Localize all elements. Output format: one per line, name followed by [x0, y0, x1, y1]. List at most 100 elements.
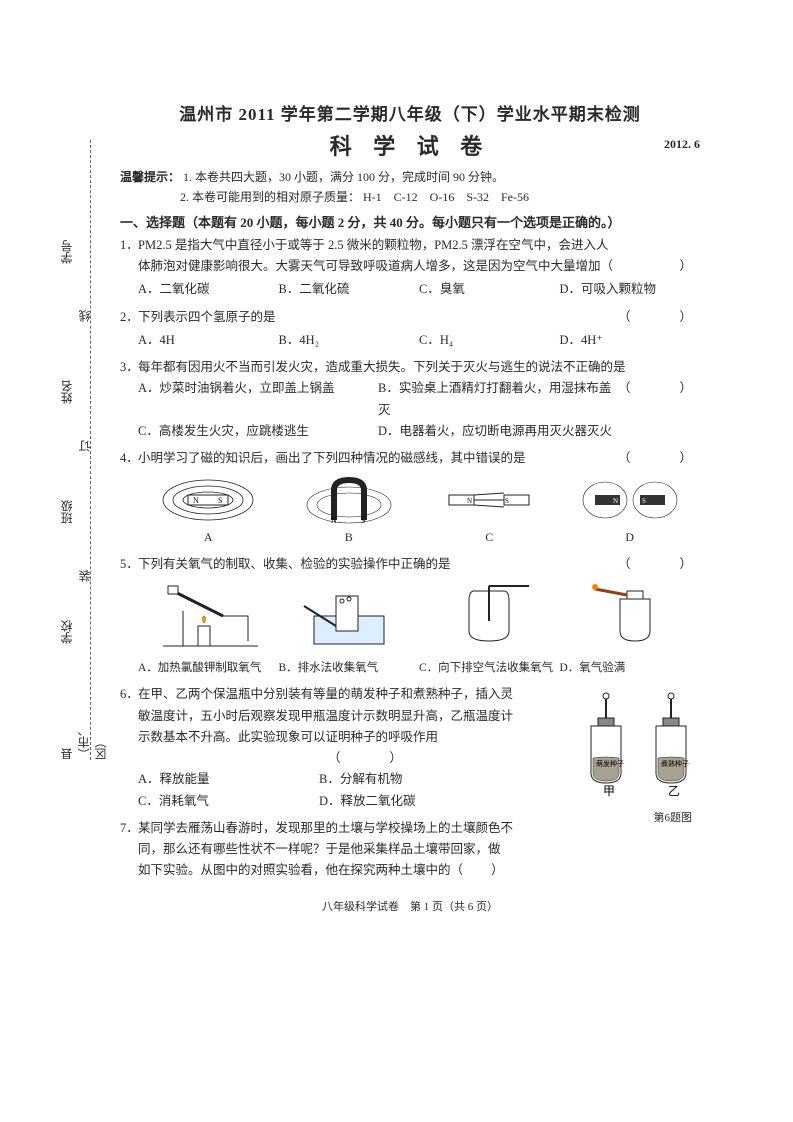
side-zhuang: 装 — [76, 570, 93, 582]
q3-opt-b[interactable]: B．实验桌上酒精灯打翻着火，用湿抹布盖灭 — [378, 378, 618, 421]
q5-fig-a[interactable] — [153, 581, 263, 653]
svg-text:S: S — [505, 497, 509, 505]
q6-opt-b[interactable]: B．分解有机物 — [319, 769, 500, 790]
page-content: 温州市 2011 学年第二学期八年级（下）学业水平期末检测 科 学 试 卷 20… — [120, 100, 700, 914]
svg-text:S: S — [642, 497, 646, 505]
q4-fig-c[interactable]: NS C — [439, 475, 539, 547]
gas-test-icon — [575, 581, 685, 651]
exam-date: 2012. 6 — [664, 137, 700, 152]
svg-text:N: N — [613, 497, 618, 505]
q7-stem3: 如下实验。从图中的对照实验看，他在探究两种土壤中的（ — [120, 863, 463, 877]
q3-paren: （ ） — [618, 378, 700, 399]
q3-num: 3． — [120, 357, 138, 378]
q5-fig-b[interactable] — [294, 581, 404, 653]
q6-jia-label: 萌发种子 — [596, 759, 624, 768]
question-1: 1．PM2.5 是指大气中直径小于或等于 2.5 微米的颗粒物，PM2.5 漂浮… — [120, 235, 700, 301]
q5-paren: （ ） — [618, 554, 700, 575]
q4-fig-b[interactable]: NS B — [299, 475, 399, 547]
q6-num: 6． — [120, 684, 138, 705]
magnet-field-icon: NS — [158, 475, 258, 525]
q7-num: 7． — [120, 818, 138, 839]
q5-figures — [120, 581, 700, 653]
svg-text:N: N — [467, 497, 472, 505]
q2-paren: （ ） — [618, 307, 700, 328]
q1-opt-d[interactable]: D．可吸入颗粒物 — [560, 279, 701, 300]
exam-title-main: 温州市 2011 学年第二学期八年级（下）学业水平期末检测 — [120, 100, 700, 125]
side-class-label: 班级 — [58, 500, 75, 524]
q5-opt-c[interactable]: C．向下排空气法收集氧气 — [419, 659, 560, 679]
thermos-flasks-icon: 萌发种子 甲 煮熟种子 乙 — [576, 688, 706, 798]
q1-options: A．二氧化碳 B．二氧化硫 C．臭氧 D．可吸入颗粒物 — [120, 279, 700, 300]
q1-opt-c[interactable]: C．臭氧 — [419, 279, 560, 300]
side-ding: 订 — [76, 440, 93, 452]
q5-options: A．加热氯酸钾制取氧气 B．排水法收集氧气 C．向下排空气法收集氧气 D．氧气验… — [120, 659, 700, 679]
side-county-label: 县（市、区） — [58, 720, 109, 760]
q1-stem2: 体肺泡对健康影响很大。大雾天气可导致呼吸道病人增多，这是因为空气中大量增加（ — [120, 259, 613, 273]
q4-fig-a[interactable]: NS A — [158, 475, 258, 547]
q1-opt-b[interactable]: B．二氧化硫 — [279, 279, 420, 300]
q4-fig-d[interactable]: NS D — [580, 475, 680, 547]
q3-opt-c[interactable]: C．高楼发生火灾，应跳楼逃生 — [138, 421, 378, 442]
q7-paren: ） — [466, 863, 504, 877]
repel-magnets-icon: NS — [580, 475, 680, 525]
q6-yi: 乙 — [668, 784, 680, 798]
q3-options: A．炒菜时油锅着火，立即盖上锅盖 B．实验桌上酒精灯打翻着火，用湿抹布盖灭 C．… — [120, 378, 618, 442]
q3-stem: 每年都有因用火不当而引发火灾，造成重大损失。下列关于灭火与逃生的说法不正确的是 — [138, 360, 626, 374]
heating-apparatus-icon — [153, 581, 263, 651]
section1-head: 一、选择题（本题有 20 小题，每小题 2 分，共 40 分。每小题只有一个选项… — [120, 212, 700, 231]
q5-fig-c[interactable] — [434, 581, 544, 653]
q5-opt-b[interactable]: B．排水法收集氧气 — [279, 659, 420, 679]
question-5: 5．下列有关氧气的制取、收集、检验的实验操作中正确的是 （ ） — [120, 554, 700, 679]
q2-opt-c[interactable]: C．H₄ — [419, 330, 560, 351]
q3-opt-d[interactable]: D．电器着火，应切断电源再用灭火器灭火 — [378, 421, 618, 442]
tips-block: 温馨提示： 1. 本卷共四大题，30 小题，满分 100 分，完成时间 90 分… — [120, 167, 700, 208]
q5-opt-d[interactable]: D．氧气验满 — [560, 659, 701, 679]
q6-stem3: 示数基本不升高。此实验现象可以证明种子的呼吸作用 — [120, 730, 438, 744]
q2-opt-b[interactable]: B．4H₂ — [279, 330, 420, 351]
tips-line2: 2. 本卷可能用到的相对原子质量： — [180, 190, 360, 204]
q3-opt-a[interactable]: A．炒菜时油锅着火，立即盖上锅盖 — [138, 378, 378, 421]
q6-opt-c[interactable]: C．消耗氧气 — [138, 791, 319, 812]
question-3: 3．每年都有因用火不当而引发火灾，造成重大损失。下列关于灭火与逃生的说法不正确的… — [120, 357, 700, 442]
q2-opt-a[interactable]: A．4H — [138, 330, 279, 351]
q5-num: 5． — [120, 554, 138, 575]
svg-text:N: N — [331, 516, 337, 525]
q6-illustration: 萌发种子 甲 煮熟种子 乙 — [576, 688, 706, 805]
q1-paren: ） — [679, 256, 700, 277]
q1-opt-a[interactable]: A．二氧化碳 — [138, 279, 279, 300]
two-magnets-icon: NS — [439, 475, 539, 525]
side-school-label: 学校 — [58, 620, 75, 644]
q6-stem1: 在甲、乙两个保温瓶中分别装有等量的萌发种子和煮熟种子，插入灵 — [138, 687, 513, 701]
q4-label-b: B — [345, 530, 353, 544]
q6-opt-d[interactable]: D．释放二氧化碳 — [319, 791, 500, 812]
side-number-label: 学号 — [58, 240, 75, 264]
q7-stem2: 同，那么还有哪些性状不一样呢？于是他采集样品土壤带回家，做 — [120, 842, 501, 856]
q5-fig-d[interactable] — [575, 581, 685, 653]
question-6: 6．在甲、乙两个保温瓶中分别装有等量的萌发种子和煮熟种子，插入灵 敏温度计，五小… — [120, 684, 700, 812]
tips-label: 温馨提示： — [120, 170, 180, 184]
exam-title-sub: 科 学 试 卷 2012. 6 — [120, 129, 700, 161]
tips-masses: H-1 C-12 O-16 S-32 Fe-56 — [363, 190, 529, 204]
side-name-label: 姓名 — [58, 380, 75, 404]
svg-text:S: S — [218, 496, 222, 505]
q4-num: 4． — [120, 448, 138, 469]
q2-opt-d[interactable]: D．4H⁺ — [560, 330, 701, 351]
q4-label-d: D — [625, 530, 634, 544]
q6-stem2: 敏温度计，五小时后观察发现甲瓶温度计示数明显升高，乙瓶温度计 — [120, 709, 513, 723]
question-7: 7．某同学去雁荡山春游时，发现那里的土壤与学校操场上的土壤颜色不 同，那么还有哪… — [120, 818, 560, 882]
q1-stem1: PM2.5 是指大气中直径小于或等于 2.5 微米的颗粒物，PM2.5 漂浮在空… — [138, 238, 609, 252]
q4-label-a: A — [204, 530, 213, 544]
q6-yi-label: 煮熟种子 — [661, 759, 689, 768]
q6-opt-a[interactable]: A．释放能量 — [138, 769, 319, 790]
q2-stem: 下列表示四个氢原子的是 — [138, 310, 276, 324]
q4-label-c: C — [485, 530, 493, 544]
q5-opt-a[interactable]: A．加热氯酸钾制取氧气 — [138, 659, 279, 679]
q4-stem: 小明学习了磁的知识后，画出了下列四种情况的磁感线，其中错误的是 — [138, 451, 526, 465]
q4-paren: （ ） — [618, 448, 700, 469]
question-4: 4．小明学习了磁的知识后，画出了下列四种情况的磁感线，其中错误的是 （ ） NS… — [120, 448, 700, 548]
q5-stem: 下列有关氧气的制取、收集、检验的实验操作中正确的是 — [138, 557, 451, 571]
q6-caption: 第6题图 — [654, 809, 693, 828]
binding-margin: 县（市、区） 学校 装 班级 订 姓名 线 学号 — [58, 140, 98, 760]
side-xian: 线 — [76, 310, 93, 322]
air-displacement-icon — [434, 581, 544, 651]
